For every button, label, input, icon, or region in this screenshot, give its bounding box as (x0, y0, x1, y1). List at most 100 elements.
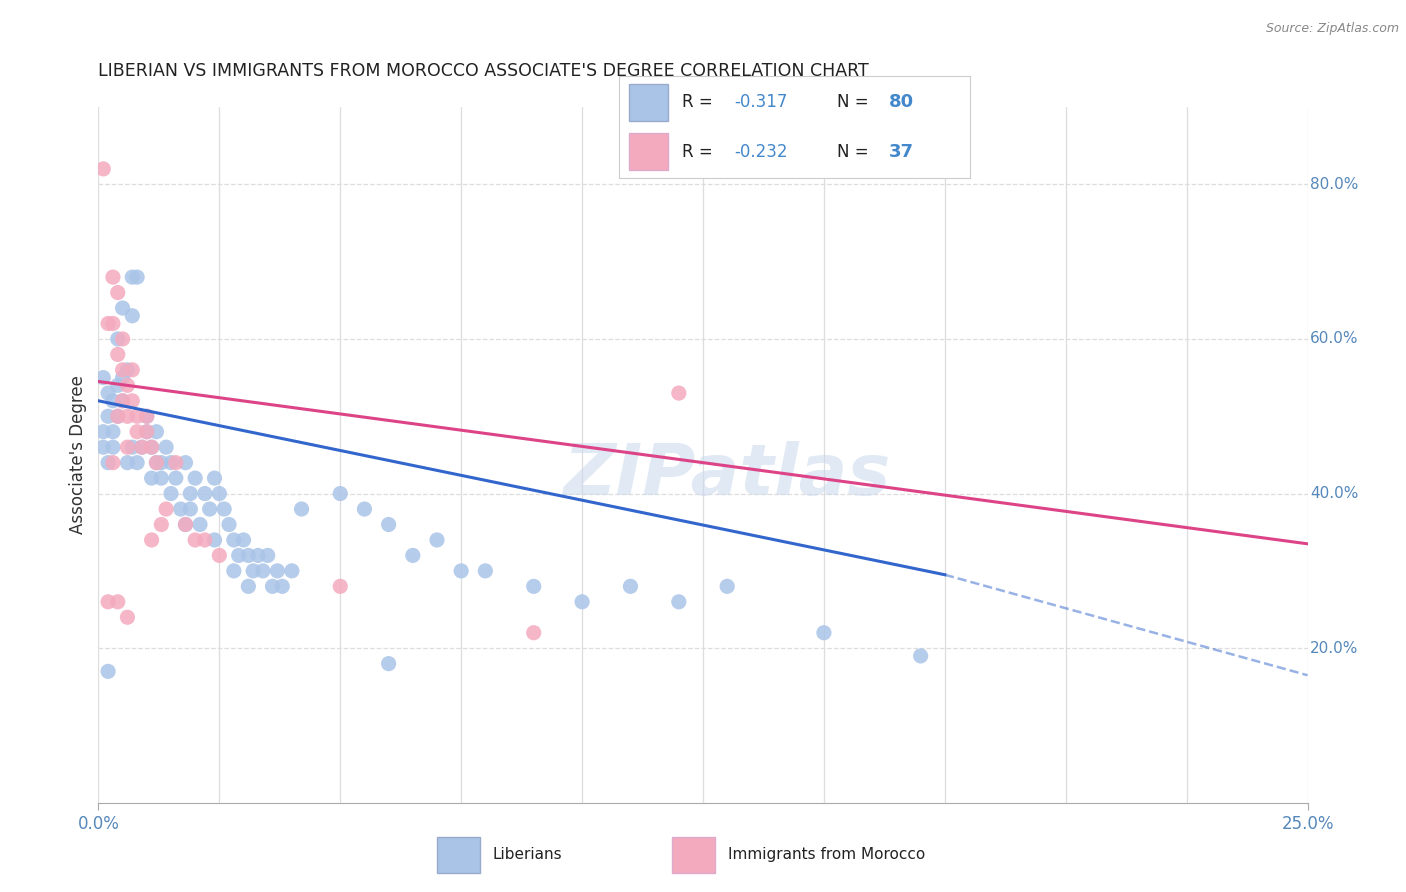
Point (150, 471, 173, 485)
Point (97, 456, 120, 470)
Point (97, 409, 120, 424)
Point (101, 270, 124, 285)
Point (281, 564, 304, 578)
Point (111, 301, 134, 315)
Point (188, 517, 211, 532)
Point (179, 502, 201, 516)
Text: R =: R = (682, 143, 713, 161)
Point (135, 425, 157, 439)
Text: 80.0%: 80.0% (1310, 177, 1358, 192)
Point (174, 517, 197, 532)
FancyBboxPatch shape (630, 84, 668, 121)
Point (141, 471, 163, 485)
Point (242, 564, 264, 578)
Point (91, 370, 114, 384)
Text: 37: 37 (889, 143, 914, 161)
Text: 20.0%: 20.0% (1310, 640, 1358, 656)
Point (377, 657, 399, 671)
Point (91, 440, 114, 454)
Point (238, 549, 260, 563)
Point (198, 502, 221, 516)
Point (165, 471, 187, 485)
Point (101, 425, 124, 439)
Point (271, 579, 294, 593)
Point (111, 370, 134, 384)
Point (107, 409, 129, 424)
Point (111, 393, 134, 408)
Point (101, 456, 124, 470)
Point (97, 317, 120, 331)
Point (813, 625, 835, 640)
Point (619, 579, 641, 593)
Point (184, 533, 207, 547)
Y-axis label: Associate's Degree: Associate's Degree (69, 376, 87, 534)
Point (107, 595, 129, 609)
Point (256, 549, 278, 563)
Point (121, 363, 143, 377)
Point (150, 456, 173, 470)
Point (174, 517, 197, 532)
Point (121, 393, 143, 408)
Text: -0.317: -0.317 (734, 94, 787, 112)
Point (91, 161, 114, 176)
Point (121, 440, 143, 454)
Point (141, 440, 163, 454)
Point (252, 564, 274, 578)
Point (208, 486, 231, 500)
Point (571, 595, 593, 609)
Point (247, 549, 270, 563)
Point (117, 363, 139, 377)
Point (184, 471, 207, 485)
Point (204, 471, 226, 485)
Point (111, 332, 134, 346)
Point (329, 579, 352, 593)
Point (131, 440, 153, 454)
Point (135, 425, 157, 439)
Point (117, 440, 139, 454)
Text: Immigrants from Morocco: Immigrants from Morocco (728, 847, 925, 862)
Point (165, 456, 187, 470)
Text: LIBERIAN VS IMMIGRANTS FROM MOROCCO ASSOCIATE'S DEGREE CORRELATION CHART: LIBERIAN VS IMMIGRANTS FROM MOROCCO ASSO… (98, 62, 869, 80)
Point (377, 517, 399, 532)
Point (402, 549, 425, 563)
Text: Liberians: Liberians (492, 847, 562, 862)
Point (238, 579, 260, 593)
Text: 40.0%: 40.0% (1310, 486, 1358, 501)
Point (131, 440, 153, 454)
Point (107, 378, 129, 392)
Point (127, 270, 149, 285)
Point (222, 564, 245, 578)
Point (155, 502, 177, 516)
Point (426, 533, 449, 547)
Point (135, 409, 157, 424)
Point (111, 393, 134, 408)
Point (117, 610, 139, 624)
FancyBboxPatch shape (630, 133, 668, 170)
Point (160, 456, 183, 470)
Point (117, 378, 139, 392)
Text: 80: 80 (889, 94, 914, 112)
FancyBboxPatch shape (672, 837, 716, 872)
Point (474, 564, 496, 578)
FancyBboxPatch shape (437, 837, 481, 872)
Point (523, 625, 546, 640)
Point (97, 595, 120, 609)
Point (232, 533, 254, 547)
Text: -0.232: -0.232 (734, 143, 789, 161)
Text: N =: N = (837, 143, 868, 161)
Point (523, 579, 546, 593)
Point (290, 502, 312, 516)
Point (127, 409, 149, 424)
Point (218, 517, 240, 532)
Point (179, 486, 201, 500)
Point (121, 309, 143, 323)
Point (127, 425, 149, 439)
Text: R =: R = (682, 94, 713, 112)
Point (141, 533, 163, 547)
Point (141, 440, 163, 454)
Text: N =: N = (837, 94, 868, 112)
Point (111, 363, 134, 377)
Point (101, 317, 124, 331)
Point (107, 347, 129, 361)
Point (145, 456, 167, 470)
